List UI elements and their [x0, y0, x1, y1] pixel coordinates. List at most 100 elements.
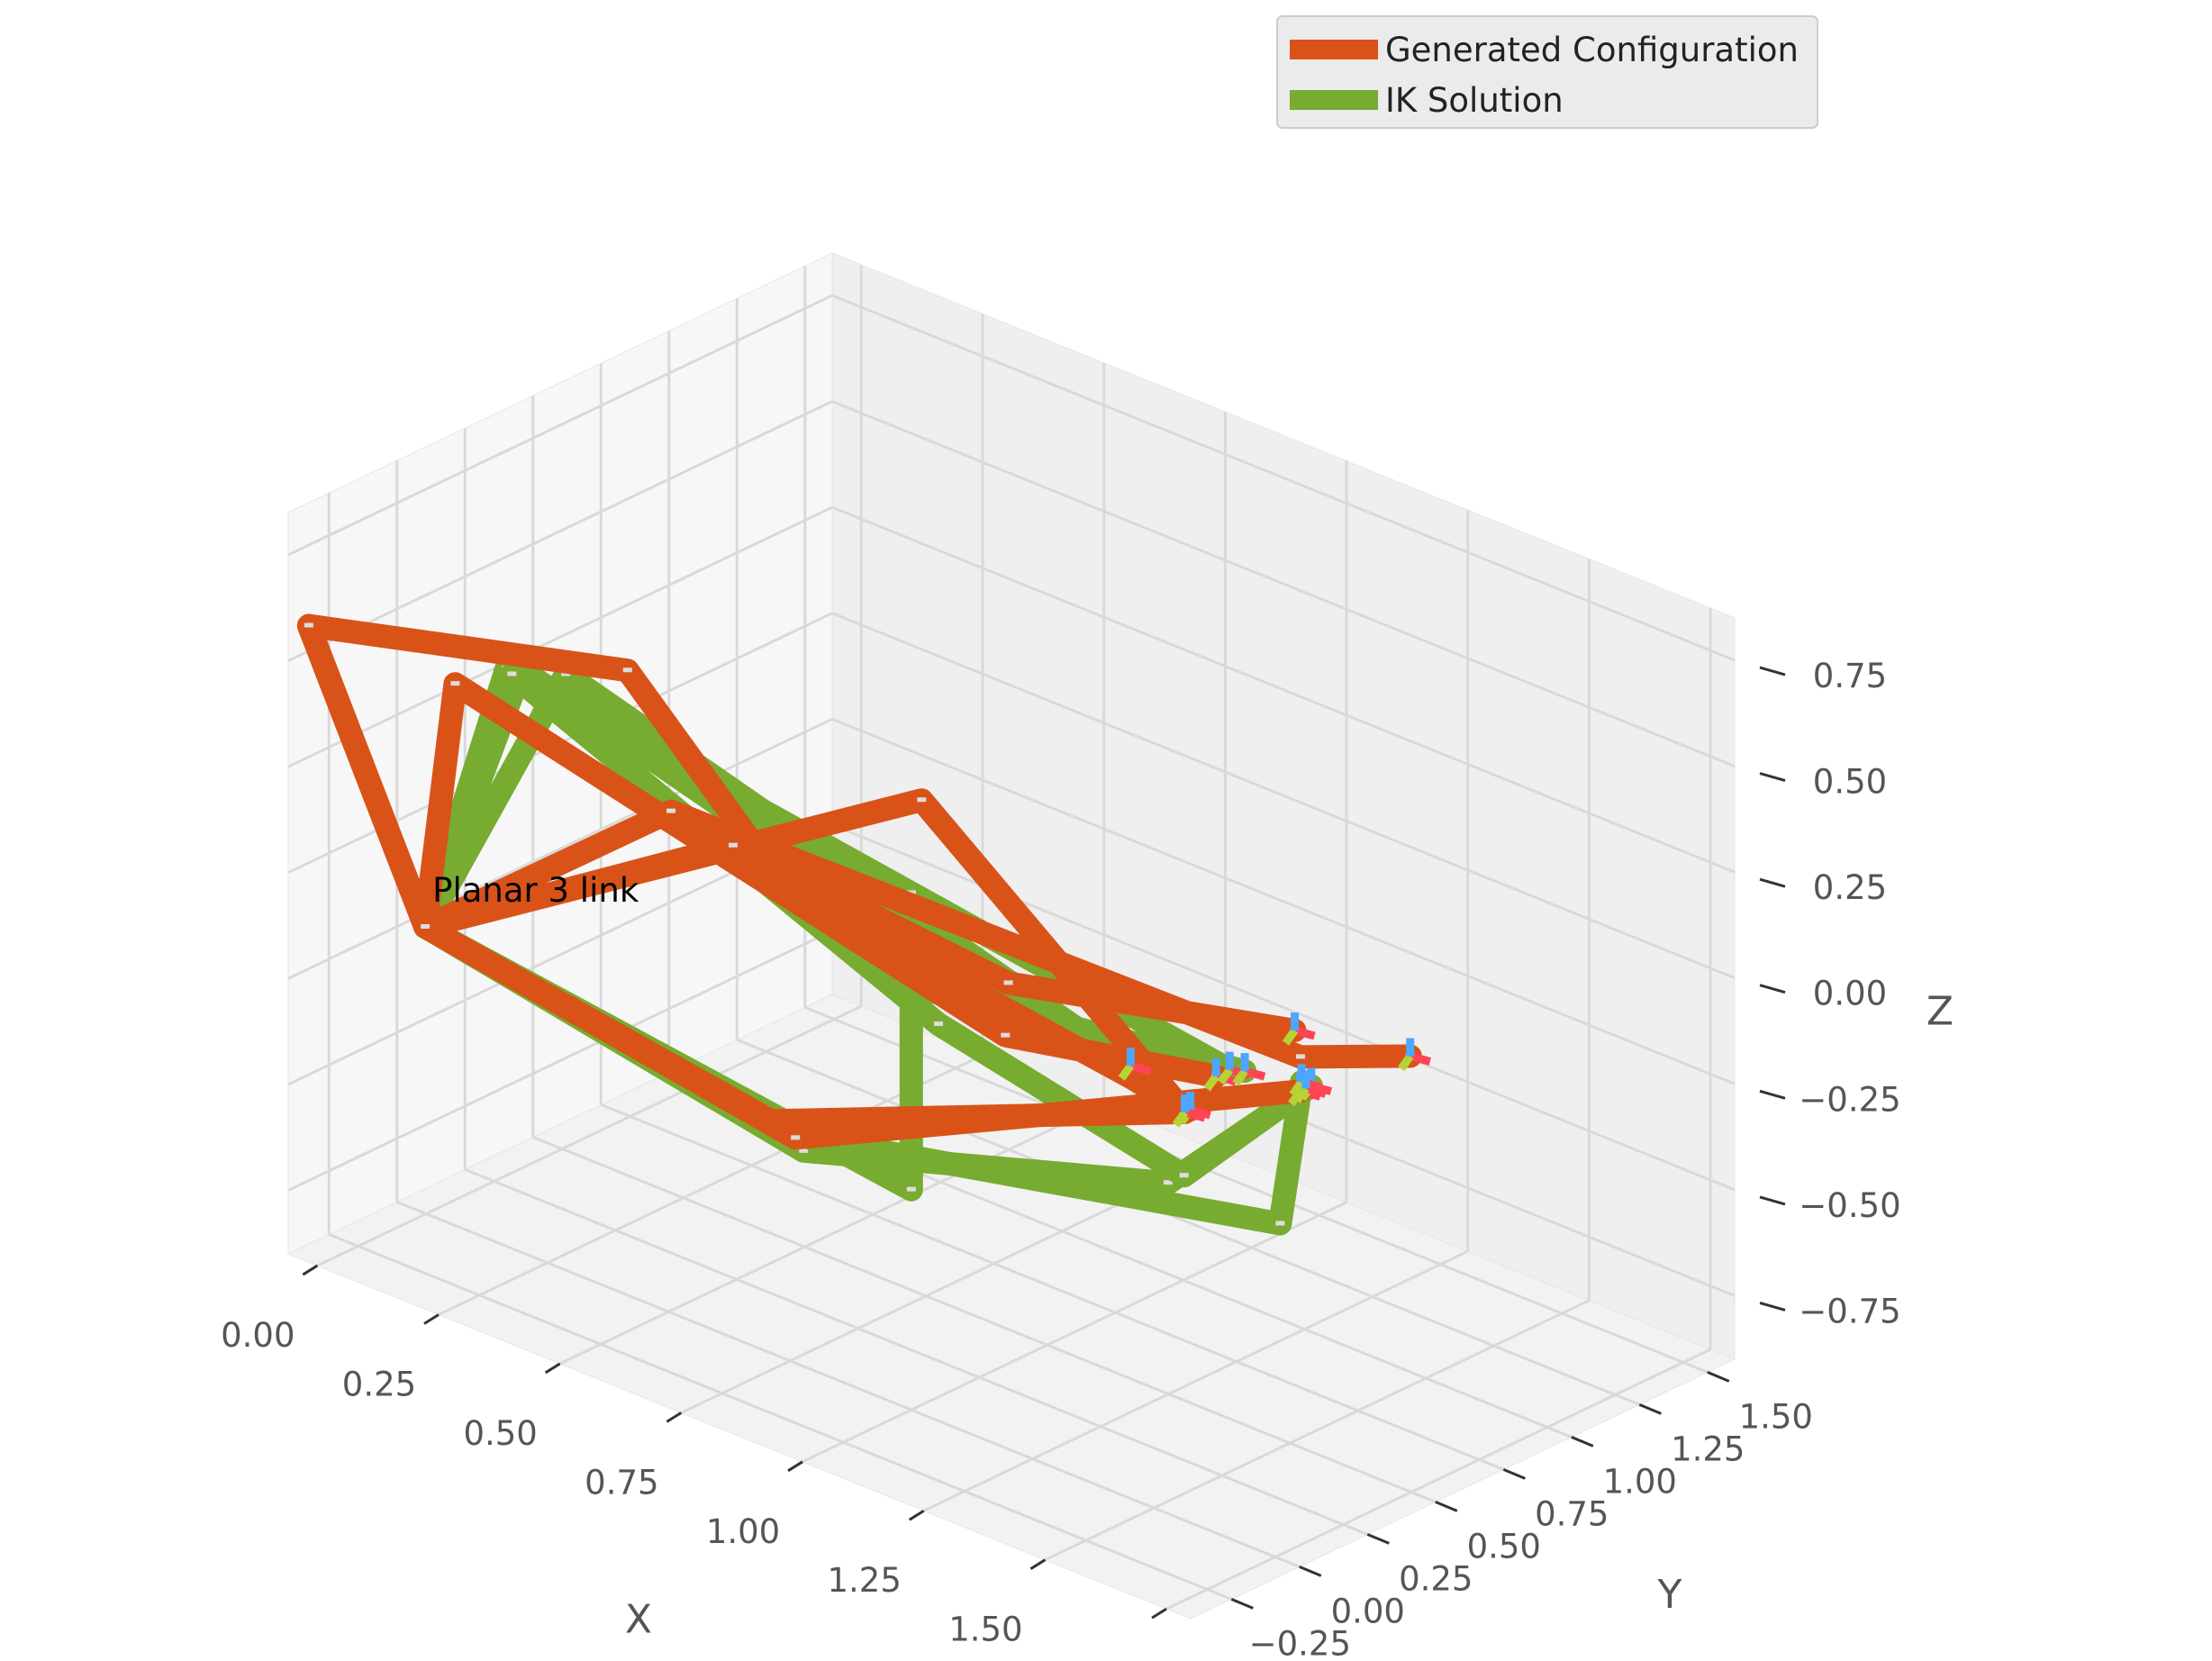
joint-marker — [1001, 1032, 1011, 1038]
legend-swatch-ik — [1290, 90, 1378, 110]
ee-frame-y — [1282, 1028, 1299, 1046]
generated-config-5 — [413, 799, 1422, 1069]
x-tick — [908, 1509, 925, 1521]
ee-frame-y — [1217, 1067, 1233, 1085]
x-tick-label: 0.75 — [585, 1463, 658, 1502]
y-tick — [1230, 1598, 1254, 1610]
robot-annotation: Planar 3 link — [432, 871, 639, 910]
y-tick-label: 0.00 — [1331, 1592, 1405, 1630]
axis-ticks — [302, 666, 1786, 1620]
y-tick-label: 0.50 — [1467, 1527, 1541, 1566]
series-generated — [296, 613, 1422, 1150]
joint-marker — [561, 671, 571, 676]
x-tick — [787, 1460, 803, 1473]
z-grid-back — [831, 294, 1736, 662]
joint-marker — [934, 1021, 944, 1026]
legend-swatch-generated — [1290, 40, 1378, 59]
ee-frame-y — [1232, 1068, 1248, 1086]
joint-marker — [507, 671, 517, 676]
ee-frame-y — [1172, 1110, 1189, 1128]
joint-marker — [666, 808, 676, 813]
joint-marker — [1164, 1180, 1174, 1185]
x-tick-label: 1.00 — [706, 1512, 780, 1551]
z-tick-label: −0.25 — [1799, 1080, 1900, 1119]
y-tick-label: 0.25 — [1399, 1559, 1473, 1598]
x-tick — [1151, 1607, 1167, 1620]
joint-marker — [1003, 980, 1013, 985]
z-tick — [1759, 1195, 1786, 1206]
z-tick — [1759, 772, 1786, 783]
joint-marker — [1296, 1054, 1306, 1059]
joint-marker — [1275, 1221, 1285, 1226]
series-layer — [296, 613, 1422, 1236]
y-grid-floor — [736, 1039, 1640, 1406]
joint-marker — [791, 1135, 801, 1140]
z-grid-left — [287, 400, 833, 662]
z-tick — [1759, 666, 1786, 676]
generated-config-0 — [296, 613, 1202, 1121]
ee-frame — [1232, 1053, 1266, 1086]
legend-label-generated: Generated Configuration — [1385, 31, 1799, 69]
ee-frame-y — [1398, 1053, 1414, 1072]
z-tick-label: −0.50 — [1799, 1186, 1900, 1225]
ee-frame — [1172, 1094, 1206, 1128]
y-tick-label: −0.25 — [1249, 1624, 1351, 1661]
x-tick-label: 1.25 — [828, 1561, 902, 1600]
y-tick — [1366, 1533, 1390, 1545]
x-grid-floor — [1165, 1348, 1711, 1611]
y-tick — [1435, 1501, 1458, 1512]
x-tick-label: 0.25 — [342, 1366, 416, 1404]
z-tick — [1759, 1302, 1786, 1312]
ee-frame — [1118, 1048, 1152, 1081]
ee-frame-y — [1203, 1074, 1219, 1092]
x-grid-floor — [1044, 1299, 1591, 1562]
tick-labels: 0.000.250.500.751.001.251.501.75−0.250.0… — [221, 657, 1901, 1661]
y-tick — [1638, 1403, 1662, 1415]
y-axis-title: Y — [1657, 1572, 1682, 1618]
x-tick — [1029, 1558, 1047, 1570]
z-grid-left — [287, 294, 833, 557]
z-grid-back — [831, 400, 1736, 767]
y-grid-floor — [600, 1103, 1504, 1471]
ee-frame-x — [1293, 1026, 1316, 1040]
end-effector-frames — [1118, 1012, 1431, 1128]
z-grid-back — [831, 717, 1736, 1085]
x-tick — [302, 1264, 319, 1276]
y-tick — [1299, 1566, 1322, 1577]
ee-frame-x — [1243, 1066, 1266, 1081]
z-tick-label: 0.75 — [1813, 657, 1887, 695]
z-grid-left — [287, 930, 833, 1192]
x-grid-floor — [316, 1004, 862, 1267]
joint-marker — [1179, 1173, 1189, 1178]
joint-marker — [622, 667, 632, 673]
generated-config-4 — [413, 672, 1228, 1088]
y-grid-floor — [328, 1233, 1232, 1601]
z-tick-label: −0.75 — [1799, 1292, 1900, 1330]
joint-marker — [906, 1186, 916, 1192]
y-grid-floor — [804, 1006, 1709, 1374]
y-tick-label: 1.50 — [1739, 1397, 1813, 1436]
z-grid-left — [287, 717, 833, 980]
y-grid-floor — [396, 1201, 1301, 1568]
ee-frame-x — [1129, 1061, 1152, 1076]
joint-marker — [917, 797, 927, 803]
y-tick-label: 1.00 — [1603, 1462, 1677, 1501]
legend-label-ik: IK Solution — [1385, 81, 1564, 120]
ee-frame-y — [1293, 1085, 1310, 1104]
z-grid-left — [287, 505, 833, 768]
z-tick-label: 0.25 — [1813, 868, 1887, 907]
axis-titles: X Y Z — [625, 989, 1954, 1643]
ee-frame — [1293, 1070, 1328, 1104]
x-tick-label: 0.00 — [221, 1316, 295, 1355]
x-tick — [423, 1313, 440, 1325]
y-tick — [1502, 1468, 1526, 1480]
ee-frame — [1398, 1038, 1431, 1072]
z-tick-label: 0.00 — [1813, 975, 1887, 1013]
x-tick-label: 0.50 — [463, 1414, 537, 1453]
y-grid-floor — [532, 1136, 1437, 1503]
ee-frame-y — [1118, 1063, 1134, 1081]
x-grid-floor — [923, 1249, 1469, 1512]
z-tick — [1759, 1089, 1786, 1100]
y-grid-floor — [464, 1168, 1368, 1536]
